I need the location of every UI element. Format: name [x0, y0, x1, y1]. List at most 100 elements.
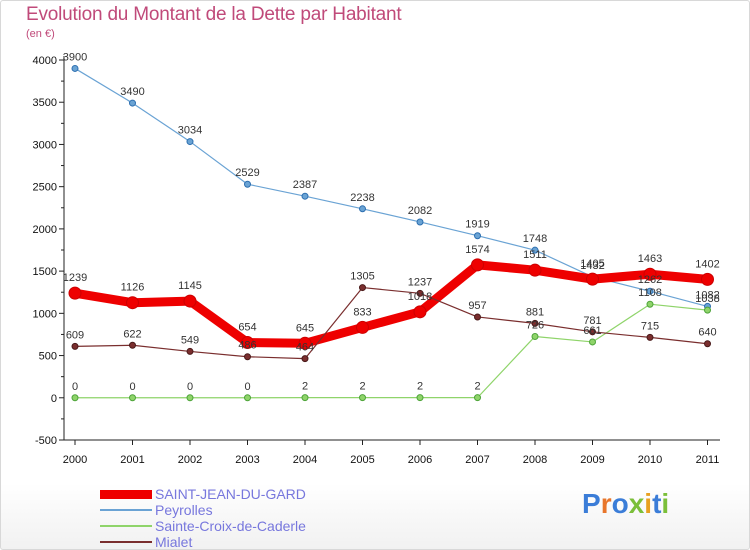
series-point-3 — [589, 328, 596, 336]
unit-label: (en €) — [26, 28, 55, 40]
data-label-1: 2238 — [350, 192, 374, 204]
x-tick-label: 2011 — [696, 454, 720, 466]
series-point-2 — [416, 394, 424, 402]
data-label-0: 654 — [238, 322, 256, 334]
series-point-2 — [359, 394, 366, 402]
series-point-3 — [474, 313, 481, 321]
y-tick-label: 2000 — [33, 224, 57, 236]
legend-item: Peyrolles — [100, 502, 400, 518]
series-point-2 — [129, 394, 136, 402]
data-label-1: 1919 — [465, 219, 489, 231]
series-point-0 — [586, 272, 599, 286]
data-label-2: 2 — [417, 381, 423, 393]
data-labels-layer: 1239 1126 1145 654 645 833 1018 1574 1511 1405 146… — [63, 51, 720, 392]
legend-label: Peyrolles — [155, 502, 213, 518]
series-point-3 — [301, 355, 309, 363]
legend-swatch — [100, 525, 152, 527]
series-point-1 — [416, 218, 424, 226]
series-point-1 — [129, 99, 136, 107]
series-point-2 — [646, 300, 654, 308]
data-label-0: 1018 — [408, 291, 432, 303]
data-label-0: 645 — [296, 322, 314, 334]
data-label-2: 0 — [187, 381, 193, 393]
x-tick-label: 2008 — [523, 454, 547, 466]
x-tick-label: 2010 — [638, 454, 662, 466]
data-label-3: 640 — [698, 327, 716, 339]
x-tick-label: 2003 — [235, 454, 259, 466]
data-label-0: 1239 — [63, 272, 87, 284]
series-point-2 — [244, 394, 251, 402]
series-point-1 — [646, 287, 654, 295]
series-point-3 — [186, 347, 194, 355]
y-tick-label: 3500 — [33, 97, 57, 109]
series-point-0 — [471, 258, 484, 272]
data-label-3: 881 — [526, 306, 544, 318]
series-point-3 — [531, 319, 539, 327]
series-point-2 — [704, 306, 711, 314]
series-point-2 — [589, 338, 596, 346]
legend-swatch — [100, 541, 152, 543]
series-point-3 — [646, 333, 654, 341]
data-label-1: 1748 — [523, 233, 547, 245]
data-label-0: 1574 — [465, 244, 489, 256]
data-label-1: 3900 — [63, 51, 87, 63]
data-label-3: 486 — [238, 340, 256, 352]
series-point-3 — [129, 341, 136, 349]
series-point-0 — [528, 263, 542, 277]
series-point-0 — [643, 267, 657, 281]
x-tick-label: 2009 — [580, 454, 604, 466]
series-point-1 — [186, 138, 194, 146]
data-label-0: 1126 — [121, 282, 145, 294]
data-label-1: 2082 — [408, 205, 432, 217]
y-tick-label: 500 — [39, 351, 57, 363]
data-label-2: 2 — [359, 381, 365, 393]
series-point-0 — [68, 286, 82, 300]
series-point-0 — [126, 296, 139, 310]
legend-swatch — [100, 509, 152, 511]
x-tick-label: 2000 — [63, 454, 87, 466]
data-label-3: 549 — [181, 334, 199, 346]
proxiti-logo: Proxiti — [582, 488, 670, 519]
data-label-0: 1463 — [638, 253, 662, 265]
series-layer — [68, 64, 714, 402]
x-tick-label: 2005 — [350, 454, 374, 466]
series-point-1 — [531, 246, 539, 254]
data-label-3: 622 — [123, 328, 141, 340]
data-label-3: 464 — [296, 342, 314, 354]
series-line-3 — [74, 286, 708, 360]
legend: SAINT-JEAN-DU-GARD Peyrolles Sainte-Croix-… — [100, 486, 400, 550]
axes: -500050010001500200025003000350040002000… — [33, 55, 720, 466]
data-label-3: 781 — [583, 315, 601, 327]
series-point-1 — [359, 205, 366, 213]
series-point-1 — [244, 180, 251, 188]
y-tick-label: 4000 — [33, 55, 57, 67]
y-tick-label: 1000 — [33, 308, 57, 320]
legend-label: SAINT-JEAN-DU-GARD — [155, 486, 306, 502]
legend-swatch — [100, 489, 152, 499]
data-label-2: 661 — [583, 325, 601, 337]
data-label-0: 1145 — [178, 280, 202, 292]
x-tick-label: 2002 — [178, 454, 202, 466]
y-tick-label: 0 — [51, 393, 57, 405]
series-point-1 — [301, 192, 309, 200]
series-point-3 — [704, 340, 711, 348]
series-point-3 — [416, 289, 424, 297]
y-tick-label: 3000 — [33, 139, 57, 151]
data-label-0: 1405 — [580, 258, 604, 270]
data-label-1: 3034 — [178, 125, 202, 137]
data-label-3: 1237 — [408, 276, 432, 288]
legend-label: Mialet — [155, 534, 193, 550]
data-label-2: 1108 — [638, 287, 662, 299]
x-tick-label: 2006 — [408, 454, 432, 466]
data-label-0: 1511 — [523, 249, 547, 261]
series-point-3 — [244, 353, 251, 361]
data-label-0: 833 — [353, 306, 371, 318]
data-label-1: 3490 — [120, 86, 144, 98]
data-label-0: 1402 — [695, 258, 719, 270]
x-tick-label: 2001 — [120, 454, 144, 466]
data-label-2: 1038 — [695, 293, 719, 305]
series-point-2 — [71, 394, 79, 402]
series-point-0 — [241, 336, 254, 350]
series-line-2 — [75, 303, 708, 399]
